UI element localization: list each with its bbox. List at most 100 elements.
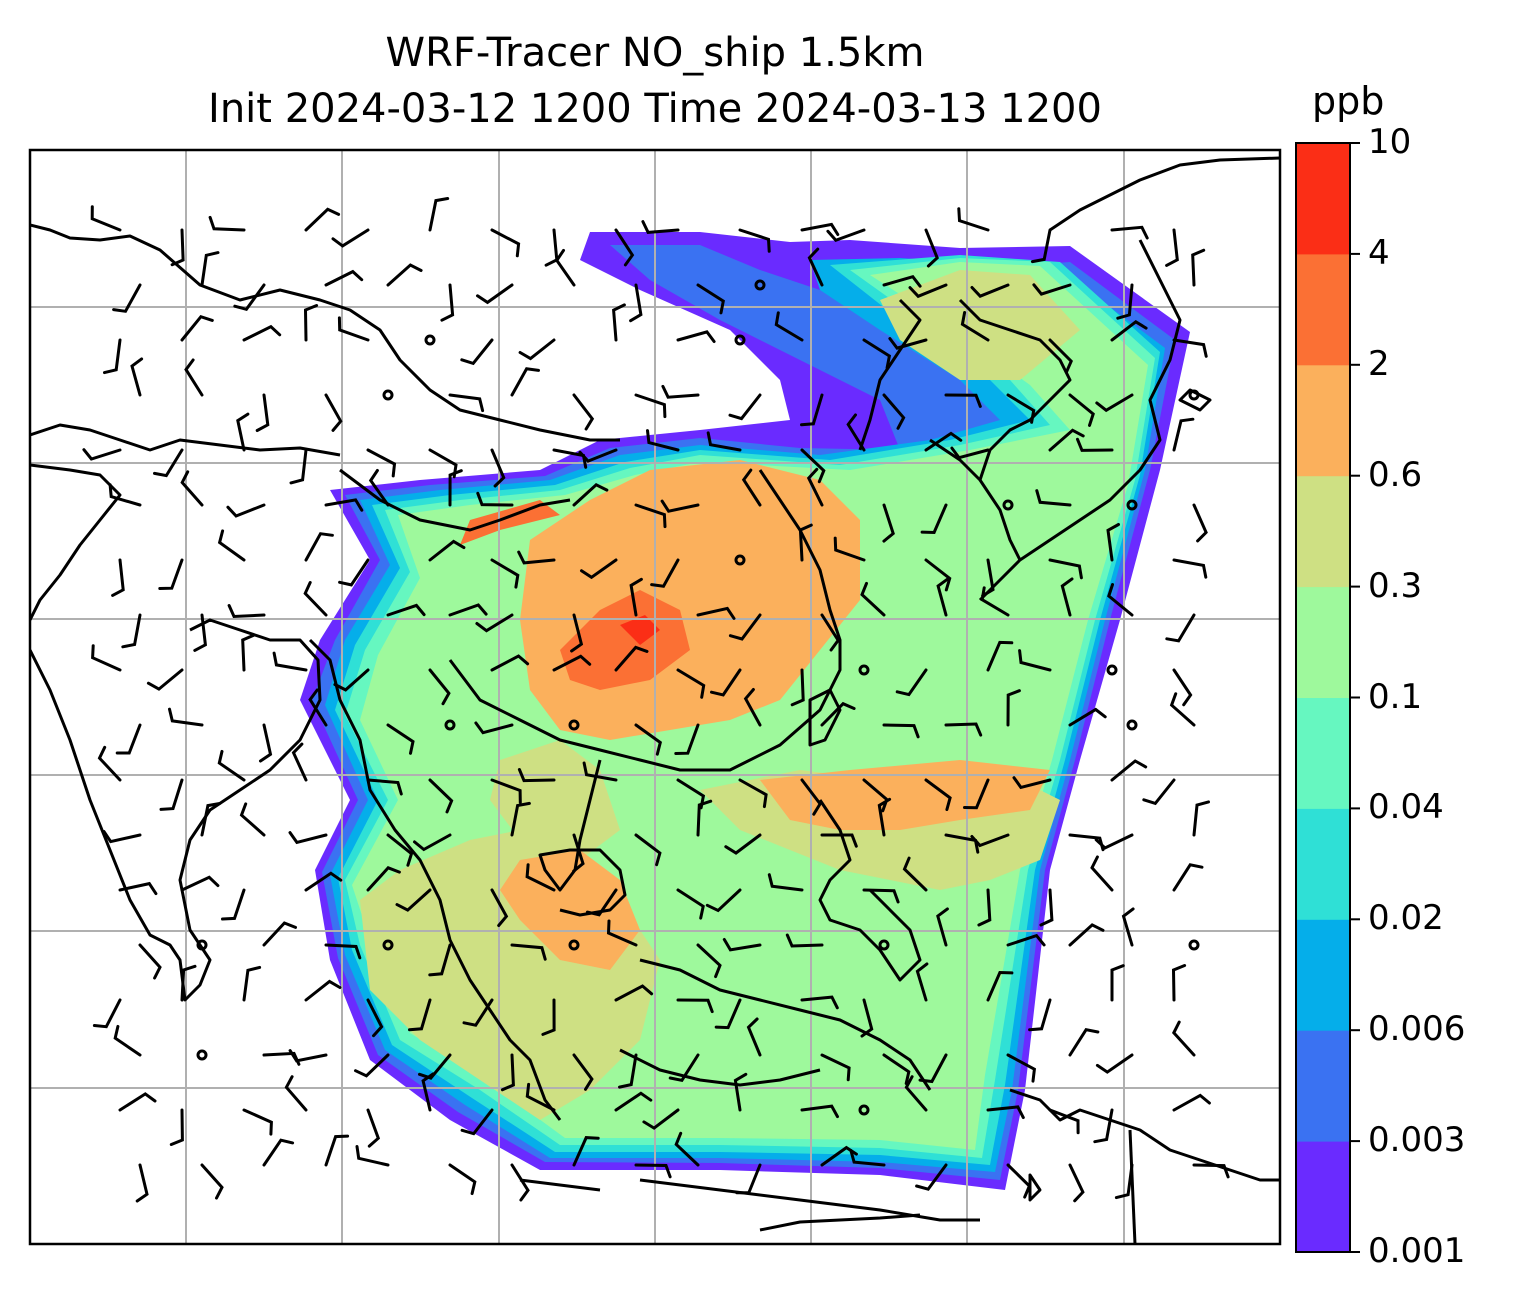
wind-barb xyxy=(572,483,609,507)
wind-barb xyxy=(324,269,364,287)
wind-barb xyxy=(180,470,204,507)
wind-barb xyxy=(785,933,824,948)
coastlines xyxy=(30,156,1280,1244)
wind-barb xyxy=(735,1163,762,1195)
wind-barb xyxy=(820,833,858,848)
calm-wind-marker xyxy=(568,719,580,731)
wind-barb xyxy=(490,558,520,589)
wind-barb xyxy=(860,581,886,617)
wind-barb xyxy=(924,778,952,811)
wind-barb xyxy=(706,431,742,452)
wind-barb xyxy=(475,613,514,633)
colorbar-segment xyxy=(1296,808,1350,920)
wind-barb xyxy=(1060,577,1074,617)
wind-barb xyxy=(554,248,576,287)
wind-barb xyxy=(882,723,920,739)
colorbar-tick-label: 0.006 xyxy=(1368,1009,1466,1050)
wind-barb xyxy=(578,448,618,463)
wind-barb xyxy=(448,393,485,413)
wind-barb xyxy=(738,228,771,253)
wind-barb xyxy=(1068,393,1095,427)
wind-barb xyxy=(448,469,463,507)
wind-barb xyxy=(767,873,804,892)
wind-barb xyxy=(950,446,990,460)
wind-barb xyxy=(169,1108,184,1146)
wind-barb xyxy=(634,393,667,419)
wind-barb xyxy=(614,1091,653,1112)
wind-barb xyxy=(746,1017,762,1057)
wind-barb xyxy=(91,644,122,672)
wind-barb xyxy=(1169,692,1196,727)
wind-barb xyxy=(428,778,454,814)
wind-barb xyxy=(135,1163,149,1203)
wind-barb xyxy=(1106,523,1120,562)
wind-barb xyxy=(146,668,184,691)
wind-barb xyxy=(705,888,742,913)
wind-barb xyxy=(1032,283,1072,296)
wind-barb xyxy=(510,943,547,961)
wind-barb xyxy=(1006,933,1046,947)
wind-barb xyxy=(614,645,649,672)
wind-barb xyxy=(1094,833,1134,850)
wind-barb xyxy=(1048,338,1073,374)
wind-barb xyxy=(331,228,370,248)
wind-barb xyxy=(981,558,995,598)
calm-wind-marker xyxy=(754,279,766,291)
wind-barb xyxy=(303,304,319,342)
wind-barb xyxy=(428,943,452,977)
wind-barb xyxy=(333,668,370,692)
wind-barbs xyxy=(82,197,1230,1203)
wind-barb xyxy=(936,577,950,617)
wind-barb xyxy=(882,274,922,288)
wind-barb xyxy=(462,998,494,1027)
wind-barb xyxy=(476,491,514,507)
wind-barb xyxy=(200,1163,224,1200)
wind-barb xyxy=(366,998,384,1038)
wind-barb xyxy=(676,998,714,1014)
colorbar-tick-label: 0.04 xyxy=(1368,787,1444,828)
wind-barb xyxy=(168,707,204,727)
wind-barb xyxy=(262,1138,295,1167)
wind-barb xyxy=(288,831,328,845)
wind-barb xyxy=(924,228,939,268)
calm-wind-marker xyxy=(382,389,394,401)
wind-barb xyxy=(324,498,364,512)
wind-barb xyxy=(413,833,452,852)
wind-barb xyxy=(1192,1163,1230,1179)
wind-barb xyxy=(741,468,762,507)
wind-barb xyxy=(366,448,397,478)
wind-barb xyxy=(490,448,506,488)
map-area xyxy=(30,150,1280,1244)
wind-barb xyxy=(580,558,618,580)
colorbar-unit: ppb xyxy=(1312,79,1385,123)
wind-barb xyxy=(476,283,514,305)
wind-barb xyxy=(1048,1108,1080,1135)
wind-barb xyxy=(517,550,556,565)
title-line-1: WRF-Tracer NO_ship 1.5km xyxy=(385,30,925,76)
wind-barb xyxy=(368,469,390,507)
wind-barb xyxy=(490,654,530,672)
wind-barb xyxy=(395,888,432,912)
wind-barb xyxy=(846,413,866,452)
wind-barb xyxy=(774,311,804,342)
wind-barb xyxy=(304,532,334,562)
wind-barb xyxy=(800,995,839,1010)
calm-wind-marker xyxy=(858,664,870,676)
wind-barb xyxy=(862,338,892,370)
wind-barb xyxy=(882,503,895,543)
field-band-7 xyxy=(500,460,1050,970)
calm-wind-marker xyxy=(1106,664,1118,676)
colorbar-segment xyxy=(1296,1141,1350,1253)
wind-barb xyxy=(733,1072,748,1112)
wind-barb xyxy=(284,1075,308,1112)
wind-barb xyxy=(130,357,144,397)
wind-barb xyxy=(660,499,700,513)
wind-barb xyxy=(902,856,928,892)
wind-barb xyxy=(1171,964,1187,1002)
wind-barb xyxy=(366,866,401,892)
wind-barb xyxy=(820,1145,858,1167)
title-line-2: Init 2024-03-12 1200 Time 2024-03-13 120… xyxy=(208,86,1102,132)
wind-barb xyxy=(180,875,220,892)
wind-barb xyxy=(1110,964,1125,1002)
wind-barb xyxy=(338,558,370,587)
